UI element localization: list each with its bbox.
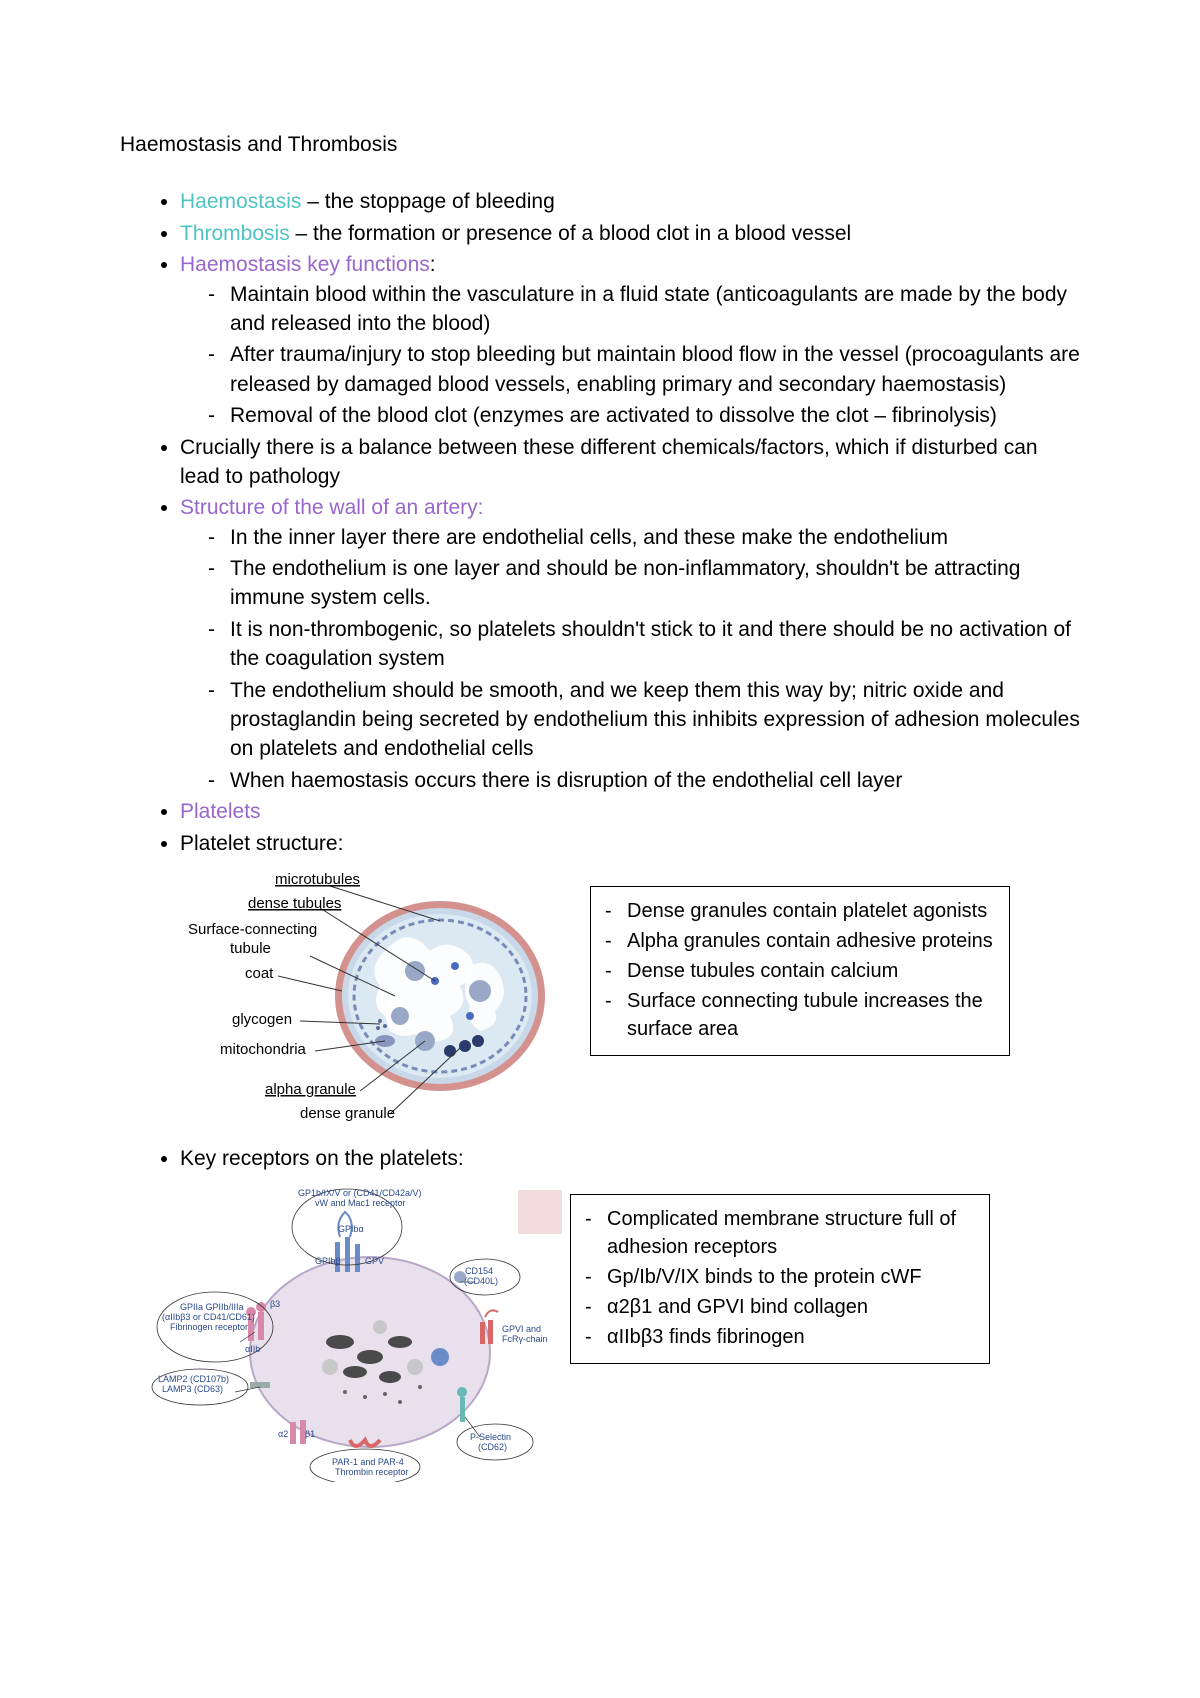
main-list-2: Key receptors on the platelets: — [120, 1144, 1080, 1173]
lbl-dense-tubules: dense tubules — [248, 895, 341, 912]
lbl-aiib: αIIb — [245, 1344, 260, 1354]
term-haemostasis: Haemostasis — [180, 190, 301, 213]
lbl-gpibb: GPIbβ — [315, 1256, 341, 1266]
platelet-receptors-diagram: GP1b/IX/V or (CD41/CD42a/V) vW and Mac1 … — [140, 1182, 550, 1490]
bullet-haemostasis: Haemostasis – the stoppage of bleeding — [180, 187, 1080, 216]
lbl-b3: β3 — [270, 1299, 280, 1309]
lbl-lamp2: LAMP3 (CD63) — [162, 1384, 223, 1394]
sub-item: After trauma/injury to stop bleeding but… — [208, 340, 1080, 399]
term-platelets: Platelets — [180, 800, 261, 823]
sub-artery-wall: In the inner layer there are endothelial… — [180, 523, 1080, 796]
lbl-gpiia: GPIIa GPIIb/IIIa — [180, 1302, 244, 1312]
side-item: Dense tubules contain calcium — [605, 957, 995, 985]
lbl-mitochondria: mitochondria — [220, 1041, 307, 1058]
lbl-gpvi: GPVI and — [502, 1324, 541, 1334]
bullet-thrombosis: Thrombosis – the formation or presence o… — [180, 219, 1080, 248]
def-thrombosis: – the formation or presence of a blood c… — [290, 222, 852, 245]
sub-item: Maintain blood within the vasculature in… — [208, 280, 1080, 339]
lbl-top: GP1b/IX/V or (CD41/CD42a/V) — [298, 1188, 422, 1198]
sub-item: It is non-thrombogenic, so platelets sho… — [208, 615, 1080, 674]
lbl-a2: α2 — [278, 1429, 288, 1439]
platelet-svg: microtubules dense tubules Surface-conne… — [170, 866, 570, 1126]
lbl-cd40l: (CD40L) — [464, 1276, 498, 1286]
sub-key-functions: Maintain blood within the vasculature in… — [180, 280, 1080, 431]
lbl-cd154: CD154 — [465, 1266, 493, 1276]
side-item: α2β1 and GPVI bind collagen — [585, 1293, 975, 1321]
lbl-cd62: (CD62) — [478, 1442, 507, 1452]
bullet-key-receptors: Key receptors on the platelets: — [180, 1144, 1080, 1173]
side-item: Dense granules contain platelet agonists — [605, 897, 995, 925]
sub-item: Removal of the blood clot (enzymes are a… — [208, 401, 1080, 430]
lbl-gpiba: GPIbα — [338, 1224, 364, 1234]
receptors-svg: GP1b/IX/V or (CD41/CD42a/V) vW and Mac1 … — [140, 1182, 550, 1482]
def-haemostasis: – the stoppage of bleeding — [301, 190, 554, 213]
lbl-top2: vW and Mac1 receptor — [315, 1198, 406, 1208]
lbl-fcr: FcRγ-chain — [502, 1334, 548, 1344]
lbl-b1: β1 — [305, 1429, 315, 1439]
lbl-alpha-granule: alpha granule — [265, 1081, 356, 1098]
side-item: αIIbβ3 finds fibrinogen — [585, 1323, 975, 1351]
side-item: Surface connecting tubule increases the … — [605, 987, 995, 1043]
sub-item: The endothelium should be smooth, and we… — [208, 676, 1080, 764]
lbl-surface-tubule-1: Surface-connecting — [188, 921, 317, 938]
lbl-surface-tubule-2: tubule — [230, 940, 271, 957]
bullet-key-functions: Haemostasis key functions: Maintain bloo… — [180, 250, 1080, 430]
diagram2-side-box: Complicated membrane structure full of a… — [570, 1194, 990, 1364]
lbl-fibr: Fibrinogen receptor — [170, 1322, 248, 1332]
lbl-dense-granule: dense granule — [300, 1105, 395, 1122]
colon: : — [430, 253, 436, 276]
bullet-artery-wall: Structure of the wall of an artery: In t… — [180, 493, 1080, 795]
lbl-psel: P-Selectin — [470, 1432, 511, 1442]
platelet-structure-diagram: microtubules dense tubules Surface-conne… — [170, 866, 570, 1134]
lbl-glycogen: glycogen — [232, 1011, 292, 1028]
lbl-microtubules: microtubules — [275, 871, 360, 888]
sub-item: In the inner layer there are endothelial… — [208, 523, 1080, 552]
lbl-gpv: GPV — [365, 1256, 384, 1266]
sub-item: The endothelium is one layer and should … — [208, 554, 1080, 613]
side-item: Complicated membrane structure full of a… — [585, 1205, 975, 1261]
figure-row-1: microtubules dense tubules Surface-conne… — [120, 866, 1080, 1134]
lbl-lamp1: LAMP2 (CD107b) — [158, 1374, 229, 1384]
side-item: Alpha granules contain adhesive proteins — [605, 927, 995, 955]
figure-row-2: GP1b/IX/V or (CD41/CD42a/V) vW and Mac1 … — [120, 1182, 1080, 1490]
term-artery-wall: Structure of the wall of an artery: — [180, 496, 483, 519]
main-list: Haemostasis – the stoppage of bleeding T… — [120, 187, 1080, 858]
term-key-functions: Haemostasis key functions — [180, 253, 430, 276]
pink-square — [518, 1190, 562, 1234]
lbl-par: PAR-1 and PAR-4 — [332, 1457, 404, 1467]
side-item: Gp/Ib/V/IX binds to the protein cWF — [585, 1263, 975, 1291]
bullet-platelet-structure: Platelet structure: — [180, 829, 1080, 858]
lbl-aiibb3: (αIIbβ3 or CD41/CD61) — [162, 1312, 255, 1322]
page-title: Haemostasis and Thrombosis — [120, 130, 1080, 159]
sub-item: When haemostasis occurs there is disrupt… — [208, 766, 1080, 795]
lbl-coat: coat — [245, 965, 274, 982]
bullet-balance: Crucially there is a balance between the… — [180, 433, 1080, 492]
term-thrombosis: Thrombosis — [180, 222, 290, 245]
diagram1-side-box: Dense granules contain platelet agonists… — [590, 886, 1010, 1056]
lbl-par2: Thrombin receptor — [335, 1467, 409, 1477]
bullet-platelets: Platelets — [180, 797, 1080, 826]
